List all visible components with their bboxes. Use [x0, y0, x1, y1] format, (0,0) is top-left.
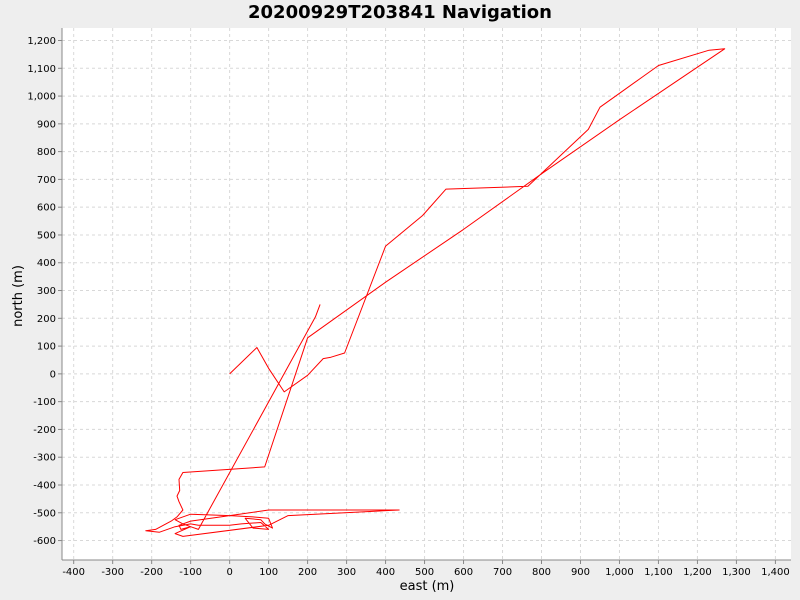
x-tick-label: 800 — [532, 567, 551, 578]
y-tick-label: -500 — [33, 508, 56, 519]
x-axis-ticks: -400 -300 -200 -100 0 100 200 300 400 500 600 700 80… — [62, 560, 790, 578]
y-tick-label: 100 — [37, 342, 56, 353]
x-tick-label: -400 — [62, 567, 85, 578]
x-tick-label: 700 — [493, 567, 512, 578]
y-tick-label: 400 — [37, 258, 56, 269]
series-group — [145, 48, 726, 537]
y-tick-label: -300 — [33, 453, 56, 464]
y-tick-label: 800 — [37, 147, 56, 158]
x-tick-label: -100 — [179, 567, 202, 578]
y-tick-label: 900 — [37, 119, 56, 130]
x-tick-label: 200 — [298, 567, 317, 578]
grid-lines — [62, 28, 791, 560]
y-tick-label: 1,200 — [27, 36, 56, 47]
x-tick-label: 0 — [226, 567, 232, 578]
y-axis-title: north (m) — [11, 265, 26, 327]
y-axis-ticks: -600 -500 -400 -300 -200 -100 0 100 200 300 400 500… — [27, 36, 62, 547]
series-line-0 — [145, 48, 726, 537]
y-tick-label: 0 — [50, 369, 56, 380]
x-tick-label: 1,400 — [761, 567, 790, 578]
x-tick-label: 500 — [415, 567, 434, 578]
x-tick-label: 1,200 — [683, 567, 712, 578]
x-tick-label: 1,300 — [722, 567, 751, 578]
y-tick-label: 500 — [37, 230, 56, 241]
x-tick-label: -200 — [140, 567, 163, 578]
x-tick-label: 900 — [571, 567, 590, 578]
x-tick-label: -300 — [101, 567, 124, 578]
y-tick-label: -400 — [33, 480, 56, 491]
y-tick-label: 600 — [37, 203, 56, 214]
y-tick-label: 200 — [37, 314, 56, 325]
x-tick-label: 100 — [259, 567, 278, 578]
y-tick-label: -100 — [33, 397, 56, 408]
y-tick-label: -600 — [33, 536, 56, 547]
chart-title: 20200929T203841 Navigation — [248, 2, 552, 23]
y-tick-label: 700 — [37, 175, 56, 186]
x-tick-label: 1,100 — [644, 567, 673, 578]
y-tick-label: 300 — [37, 286, 56, 297]
x-tick-label: 1,000 — [605, 567, 634, 578]
plot-area — [62, 28, 791, 560]
y-tick-label: 1,100 — [27, 64, 56, 75]
x-tick-label: 400 — [376, 567, 395, 578]
y-tick-label: -200 — [33, 425, 56, 436]
axes — [61, 28, 791, 561]
y-tick-label: 1,000 — [27, 92, 56, 103]
x-tick-label: 300 — [337, 567, 356, 578]
x-axis-title: east (m) — [400, 579, 455, 594]
x-tick-label: 600 — [454, 567, 473, 578]
